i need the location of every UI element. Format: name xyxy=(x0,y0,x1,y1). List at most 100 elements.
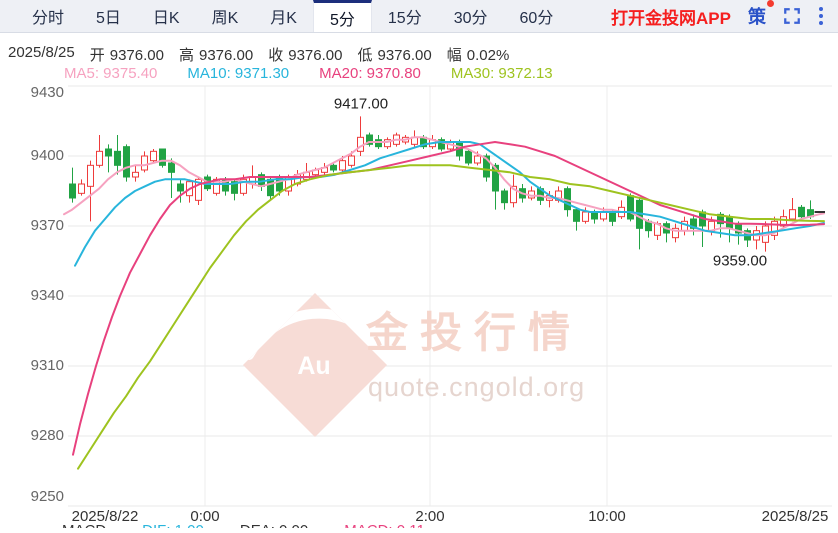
clipped-indicator-row: MACD DIF: 1.00 DEA: 0.00 MACD: 0.11 xyxy=(62,523,822,528)
candle-up xyxy=(348,155,355,166)
price-annotation: 9417.00 xyxy=(334,95,388,112)
quote-field-value: 9376.00 xyxy=(288,47,343,64)
candle-down xyxy=(501,190,508,204)
y-axis-label: 9430 xyxy=(31,84,64,101)
quote-field-label: 收 xyxy=(268,47,284,64)
quote-field-high: 高 9376.00 xyxy=(179,44,253,65)
quote-field-value: 9376.00 xyxy=(109,47,164,64)
quote-fields: 开 9376.00 高 9376.00 收 9376.00 低 9376.00 幅 0.02% xyxy=(90,44,510,65)
candle-down xyxy=(627,195,634,220)
candle-up xyxy=(474,155,481,164)
quote-field-open: 开 9376.00 xyxy=(90,44,164,65)
period-tabs: 分时 5日 日K 周K 月K 5分 15分 30分 60分 xyxy=(16,0,569,32)
candle-down xyxy=(69,183,76,199)
y-axis-label: 9340 xyxy=(31,287,64,304)
candle-down xyxy=(798,206,805,218)
watermark-url: quote.cngold.org xyxy=(368,372,585,402)
candle-down xyxy=(483,155,490,178)
candle-up xyxy=(789,209,796,220)
candle-down xyxy=(366,134,373,145)
tab-分时[interactable]: 分时 xyxy=(32,10,65,27)
candle-down xyxy=(492,164,499,192)
quote-field-value: 9376.00 xyxy=(377,47,432,64)
candle-down xyxy=(123,146,130,178)
candle-up xyxy=(141,155,148,171)
candle-down xyxy=(573,209,580,222)
tab-60分[interactable]: 60分 xyxy=(519,10,554,27)
candle-down xyxy=(609,211,616,222)
strategy-icon-label: 策 xyxy=(748,7,766,27)
x-axis-label: 2:00 xyxy=(415,508,444,525)
tab-周K[interactable]: 周K xyxy=(211,10,239,27)
ma-line-ma20 xyxy=(72,141,825,456)
ma-line-ma10 xyxy=(74,141,825,267)
candle-up xyxy=(87,164,94,187)
candle-down xyxy=(717,213,724,225)
candle-up xyxy=(195,178,202,201)
y-axis-label: 9310 xyxy=(31,357,64,374)
quote-field-value: 9376.00 xyxy=(199,47,254,64)
candle-down xyxy=(375,139,382,148)
legend-ma10: MA10: 9371.30 xyxy=(187,65,290,82)
tab-月K[interactable]: 月K xyxy=(270,10,297,27)
notification-dot xyxy=(767,0,774,7)
watermark-au-badge: Au xyxy=(297,352,330,380)
y-axis-label: 9280 xyxy=(31,427,64,444)
ma-line-ma5 xyxy=(63,136,825,237)
quote-field-value: 0.02% xyxy=(466,47,510,64)
legend-ma20: MA20: 9370.80 xyxy=(319,65,421,82)
candle-down xyxy=(465,150,472,164)
ma-legend: MA5: 9375.40 MA10: 9371.30 MA20: 9370.80 MA… xyxy=(64,65,553,82)
quote-date: 2025/8/25 xyxy=(8,44,75,61)
tab-15分[interactable]: 15分 xyxy=(387,10,422,27)
y-axis-label: 9250 xyxy=(31,488,64,505)
ma-line-ma30 xyxy=(77,164,825,470)
candle-down xyxy=(591,211,598,220)
candle-up xyxy=(96,150,103,166)
quote-field-label: 低 xyxy=(357,47,373,64)
candle-up xyxy=(672,227,679,239)
tab-日K[interactable]: 日K xyxy=(152,10,180,27)
tabbar-right-cluster: 打开金投网APP 策 xyxy=(611,0,838,32)
price-annotation: 9359.00 xyxy=(713,253,767,270)
candle-down xyxy=(690,218,697,229)
candle-down xyxy=(267,178,274,197)
candle-down xyxy=(231,181,238,194)
candle-up xyxy=(150,150,157,162)
clipped-indicator-item: MACD: 0.11 xyxy=(344,523,425,528)
candle-up xyxy=(771,220,778,236)
candle-up xyxy=(384,139,391,148)
tab-5分[interactable]: 5分 xyxy=(312,0,372,32)
quote-field-label: 幅 xyxy=(446,47,462,64)
strategy-icon[interactable]: 策 xyxy=(748,0,774,29)
candle-down xyxy=(168,162,175,173)
clipped-indicator-item: DIF: 1.00 xyxy=(142,523,204,528)
quote-field-close: 收 9376.00 xyxy=(268,44,342,65)
candle-down xyxy=(330,164,337,171)
y-axis-label: 9370 xyxy=(31,217,64,234)
quote-field-label: 高 xyxy=(178,47,194,64)
tab-30分[interactable]: 30分 xyxy=(453,10,488,27)
legend-ma30: MA30: 9372.13 xyxy=(450,65,553,82)
tab-5日[interactable]: 5日 xyxy=(96,10,121,27)
x-axis-label: 2025/8/25 xyxy=(762,508,829,525)
watermark: Au 金投行情 quote.cngold.org xyxy=(243,293,585,437)
kebab-menu-icon[interactable] xyxy=(818,6,824,26)
legend-ma5: MA5: 9375.40 xyxy=(64,65,158,82)
candle-down xyxy=(105,148,112,157)
x-axis-label: 10:00 xyxy=(588,508,626,525)
period-tabbar: 分时 5日 日K 周K 月K 5分 15分 30分 60分 打开金投网APP 策 xyxy=(0,0,838,33)
open-app-link[interactable]: 打开金投网APP xyxy=(611,8,731,28)
quote-bar: 2025/8/25 开 9376.00 高 9376.00 收 9376.00 低 9376.… xyxy=(8,44,509,65)
quote-field-label: 开 xyxy=(89,47,105,64)
y-axis-label: 9400 xyxy=(31,147,64,164)
quote-field-low: 低 9376.00 xyxy=(357,44,431,65)
candlestick-chart[interactable]: 9430 9400 9370 9340 9310 9280 9250 2025/8/22 0:0… xyxy=(0,80,838,528)
clipped-indicator-item: DEA: 0.00 xyxy=(240,523,308,528)
candle-down xyxy=(114,150,121,166)
clipped-indicator-item: MACD xyxy=(62,523,106,528)
candle-up xyxy=(78,183,85,194)
x-axis-label: 0:00 xyxy=(190,508,219,525)
candle-down xyxy=(159,148,166,166)
fullscreen-icon[interactable] xyxy=(783,7,801,25)
